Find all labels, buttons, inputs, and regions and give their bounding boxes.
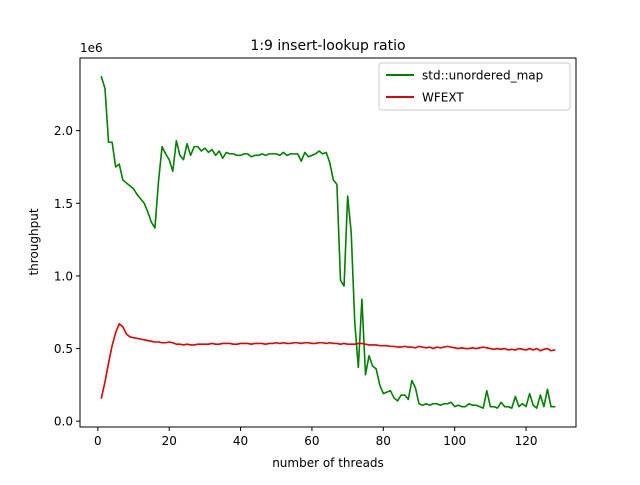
x-tick-label: 0 xyxy=(94,434,102,448)
y-tick-label: 0.0 xyxy=(54,415,73,429)
x-axis-label: number of threads xyxy=(272,456,384,470)
y-tick-label: 0.5 xyxy=(54,342,73,356)
y-tick-label: 1.0 xyxy=(54,269,73,283)
x-tick-label: 80 xyxy=(376,434,391,448)
series-line-std-unordered-map xyxy=(100,75,556,409)
legend-label-wfext: WFEXT xyxy=(422,91,464,105)
x-tick-label: 60 xyxy=(304,434,319,448)
axes-frame xyxy=(79,57,577,428)
x-tick-label: 20 xyxy=(162,434,177,448)
x-tick-label: 100 xyxy=(443,434,466,448)
legend: std::unordered_map WFEXT xyxy=(378,62,571,111)
y-tick-label: 2.0 xyxy=(54,124,73,138)
chart-title: 1:9 insert-lookup ratio xyxy=(250,38,405,54)
x-tick-label: 120 xyxy=(515,434,538,448)
legend-box xyxy=(378,62,571,111)
plot-area: 0 20 40 60 80 100 120 0.0 0.5 1.0 1.5 2.0 xyxy=(54,57,577,448)
y-tick-label: 1.5 xyxy=(54,197,73,211)
y-offset-label: 1e6 xyxy=(80,41,103,55)
x-tick-label: 40 xyxy=(233,434,248,448)
y-axis-label: throughput xyxy=(27,208,41,275)
series-line-wfext xyxy=(100,323,556,399)
legend-label-std-unordered-map: std::unordered_map xyxy=(422,69,543,83)
